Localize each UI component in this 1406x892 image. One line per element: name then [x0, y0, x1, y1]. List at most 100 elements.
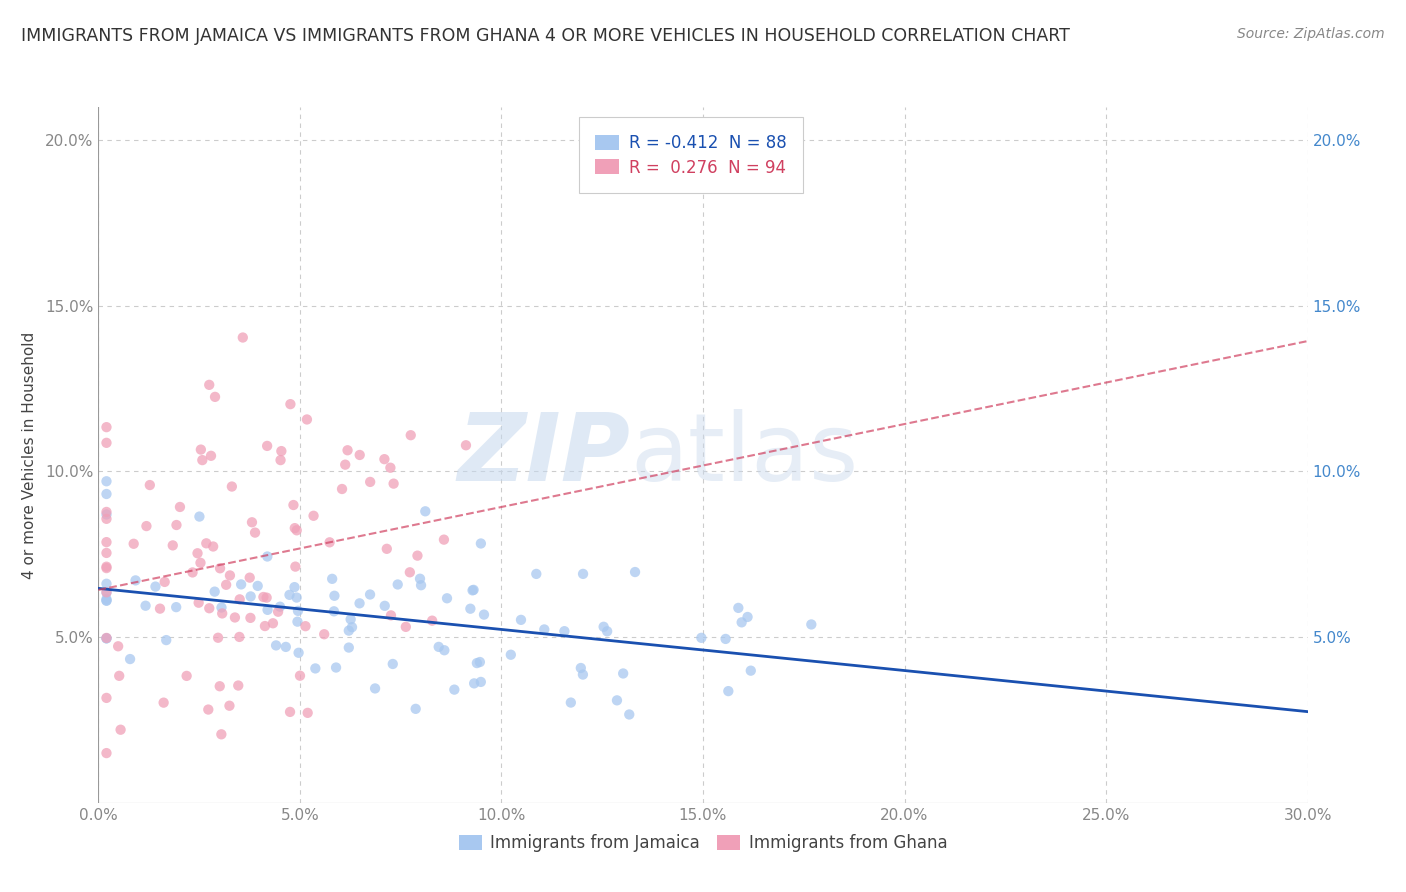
Point: [339, 612, 361, 626]
Point: [211, 607, 233, 621]
Point: [398, 566, 420, 580]
Point: [262, 616, 284, 631]
Point: [302, 508, 325, 523]
Point: [198, 601, 221, 615]
Point: [287, 646, 309, 660]
Point: [96, 435, 118, 450]
Point: [460, 601, 482, 615]
Point: [364, 681, 387, 696]
Point: [96, 505, 118, 519]
Point: [267, 605, 290, 619]
Point: [96, 690, 118, 705]
Point: [96, 535, 118, 549]
Point: [198, 377, 221, 392]
Point: [145, 580, 167, 594]
Point: [187, 596, 209, 610]
Point: [499, 648, 522, 662]
Point: [211, 600, 233, 615]
Y-axis label: 4 or more Vehicles in Household: 4 or more Vehicles in Household: [22, 331, 37, 579]
Point: [218, 698, 240, 713]
Point: [107, 640, 129, 654]
Point: [139, 478, 162, 492]
Point: [155, 633, 177, 648]
Point: [96, 631, 118, 645]
Point: [297, 706, 319, 720]
Point: [285, 591, 308, 605]
Point: [191, 453, 214, 467]
Point: [553, 624, 575, 639]
Point: [470, 536, 492, 550]
Point: [96, 559, 118, 574]
Point: [606, 693, 628, 707]
Point: [443, 682, 465, 697]
Point: [560, 696, 582, 710]
Point: [256, 439, 278, 453]
Point: [207, 631, 229, 645]
Point: [110, 723, 132, 737]
Point: [252, 590, 274, 604]
Point: [264, 639, 287, 653]
Point: [197, 702, 219, 716]
Point: [221, 479, 243, 493]
Point: [283, 580, 305, 594]
Point: [380, 608, 402, 623]
Point: [287, 615, 309, 629]
Point: [433, 533, 456, 547]
Point: [323, 604, 346, 618]
Point: [226, 679, 249, 693]
Point: [181, 566, 204, 580]
Point: [96, 508, 118, 522]
Point: [240, 516, 263, 530]
Point: [190, 442, 212, 457]
Point: [96, 585, 118, 599]
Point: [619, 707, 641, 722]
Point: [470, 674, 492, 689]
Point: [224, 610, 246, 624]
Point: [612, 666, 634, 681]
Point: [288, 669, 311, 683]
Point: [287, 604, 309, 618]
Point: [335, 458, 357, 472]
Point: [96, 512, 118, 526]
Point: [427, 640, 450, 654]
Point: [96, 475, 118, 489]
Point: [246, 579, 269, 593]
Point: [337, 640, 360, 655]
Point: [190, 556, 212, 570]
Point: [280, 397, 302, 411]
Point: [690, 631, 713, 645]
Point: [243, 525, 266, 540]
Point: [176, 669, 198, 683]
Point: [209, 727, 232, 741]
Point: [278, 588, 301, 602]
Point: [270, 444, 292, 458]
Point: [375, 541, 398, 556]
Point: [409, 572, 432, 586]
Point: [256, 591, 278, 605]
Point: [340, 620, 363, 634]
Point: [269, 599, 291, 614]
Point: [337, 624, 360, 638]
Point: [202, 540, 225, 554]
Point: [359, 587, 381, 601]
Point: [714, 632, 737, 646]
Text: Source: ZipAtlas.com: Source: ZipAtlas.com: [1237, 27, 1385, 41]
Point: [256, 603, 278, 617]
Point: [239, 611, 262, 625]
Point: [717, 684, 740, 698]
Point: [166, 518, 188, 533]
Point: [295, 412, 318, 426]
Point: [135, 519, 157, 533]
Point: [349, 448, 371, 462]
Point: [96, 561, 118, 575]
Point: [228, 592, 250, 607]
Point: [572, 566, 595, 581]
Point: [283, 498, 305, 512]
Point: [239, 571, 262, 585]
Text: IMMIGRANTS FROM JAMAICA VS IMMIGRANTS FROM GHANA 4 OR MORE VEHICLES IN HOUSEHOLD: IMMIGRANTS FROM JAMAICA VS IMMIGRANTS FR…: [21, 27, 1070, 45]
Point: [96, 593, 118, 607]
Point: [592, 620, 614, 634]
Point: [373, 452, 395, 467]
Point: [108, 669, 131, 683]
Point: [165, 600, 187, 615]
